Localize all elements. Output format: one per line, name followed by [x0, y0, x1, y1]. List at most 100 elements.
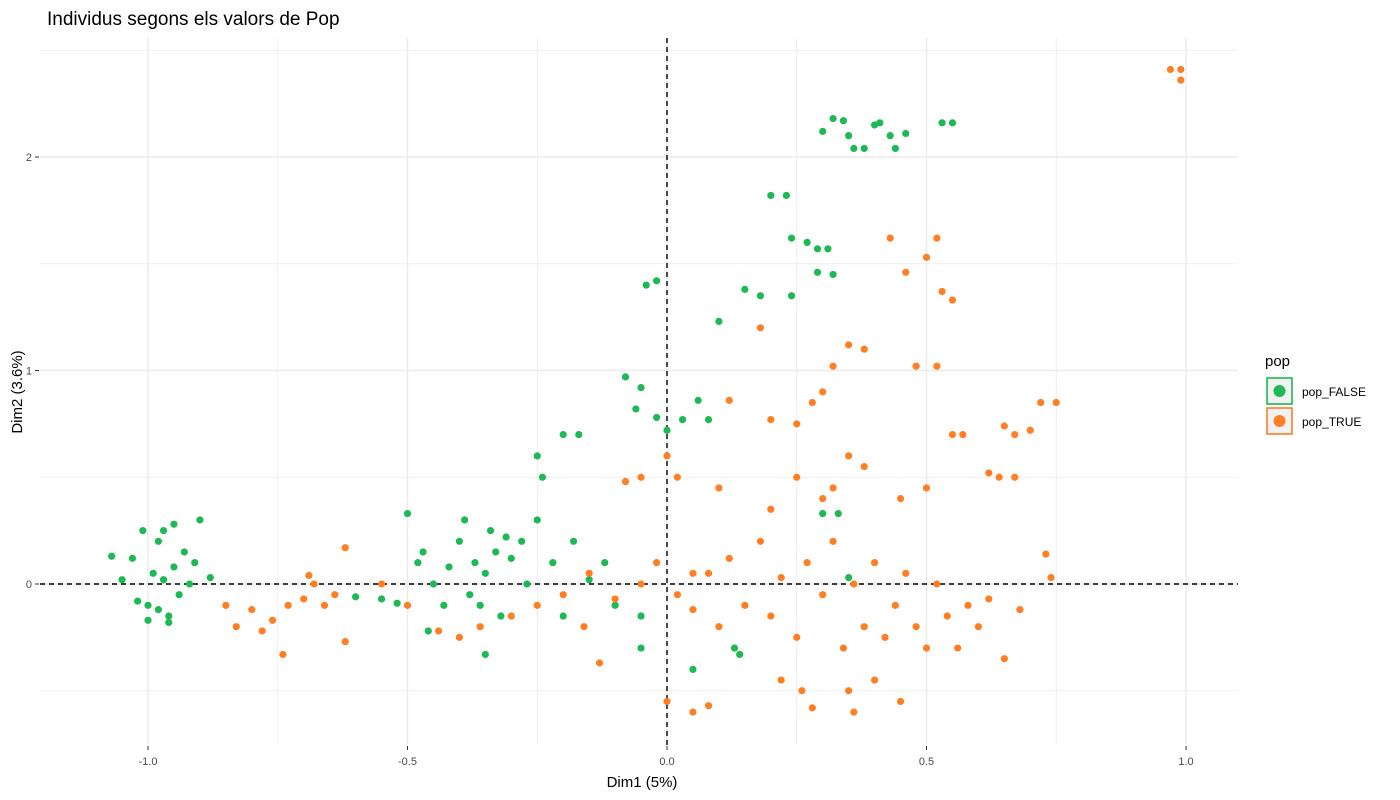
- data-point: [637, 612, 645, 620]
- data-point: [730, 644, 739, 652]
- data-point: [829, 270, 837, 279]
- data-point: [429, 580, 438, 588]
- data-point: [886, 132, 894, 140]
- data-point: [377, 580, 386, 588]
- data-point: [575, 430, 583, 439]
- data-point: [886, 234, 894, 242]
- data-point: [787, 234, 796, 242]
- data-point: [829, 114, 837, 123]
- data-point: [154, 537, 162, 545]
- data-point: [518, 537, 526, 545]
- data-point: [222, 601, 230, 609]
- data-point: [637, 473, 645, 481]
- data-point: [611, 595, 619, 603]
- data-point: [284, 601, 292, 609]
- data-point: [922, 253, 931, 261]
- data-point: [787, 292, 796, 300]
- data-point: [601, 559, 609, 567]
- data-point: [922, 484, 931, 492]
- data-point: [948, 296, 957, 304]
- data-point: [871, 559, 879, 567]
- data-point: [232, 623, 240, 631]
- data-point: [933, 362, 941, 370]
- data-point: [352, 593, 360, 601]
- data-point: [881, 633, 889, 641]
- data-point: [964, 601, 972, 609]
- data-point: [741, 285, 749, 293]
- x-tick-label: 0.5: [919, 756, 934, 768]
- data-point: [523, 580, 531, 588]
- data-point: [611, 601, 619, 609]
- data-point: [481, 569, 489, 577]
- data-point: [403, 509, 412, 518]
- data-point: [455, 537, 463, 545]
- data-point: [377, 595, 386, 603]
- data-point: [492, 548, 500, 556]
- data-point: [850, 708, 858, 716]
- data-point: [938, 287, 946, 296]
- data-point: [445, 563, 453, 571]
- data-point: [741, 601, 749, 609]
- data-point: [175, 591, 183, 599]
- data-point: [424, 627, 432, 635]
- data-point: [637, 383, 645, 392]
- data-point: [933, 580, 941, 588]
- data-point: [715, 484, 723, 492]
- data-point: [1000, 655, 1008, 663]
- data-point: [803, 559, 811, 567]
- data-point: [180, 548, 188, 556]
- data-point: [1177, 65, 1185, 74]
- data-point: [165, 618, 173, 627]
- y-tick-label: 1: [26, 366, 32, 378]
- data-point: [736, 650, 744, 659]
- data-point: [808, 704, 816, 712]
- data-point: [694, 396, 702, 404]
- data-point: [767, 612, 775, 620]
- data-point: [585, 569, 593, 577]
- data-point: [471, 559, 479, 567]
- data-point: [595, 659, 604, 667]
- data-point: [466, 591, 474, 599]
- data-point: [891, 144, 899, 153]
- data-point: [653, 559, 661, 567]
- data-point: [725, 396, 733, 404]
- data-point: [455, 633, 463, 641]
- data-point: [118, 576, 126, 584]
- data-point: [834, 509, 842, 518]
- data-point: [533, 601, 541, 609]
- data-point: [1011, 430, 1019, 439]
- points-layer: [108, 65, 1185, 716]
- data-point: [637, 644, 645, 652]
- data-point: [206, 573, 214, 582]
- x-axis: -1.0 -0.5 0.0 0.5 1.0: [139, 746, 1194, 768]
- data-point: [170, 563, 178, 571]
- data-point: [108, 552, 116, 560]
- data-point: [985, 469, 993, 477]
- data-point: [803, 238, 811, 246]
- data-point: [860, 462, 868, 471]
- data-point: [580, 623, 588, 631]
- data-point: [959, 430, 967, 439]
- data-point: [435, 627, 443, 635]
- data-point: [460, 516, 469, 524]
- data-point: [819, 388, 827, 396]
- data-point: [813, 245, 822, 253]
- legend: pop pop_FALSE pop_TRUE: [1265, 353, 1366, 435]
- data-point: [419, 548, 427, 556]
- data-point: [1000, 422, 1008, 430]
- data-point: [876, 119, 884, 127]
- data-point: [689, 606, 697, 614]
- data-point: [948, 119, 957, 127]
- data-point: [678, 416, 687, 424]
- data-point: [486, 527, 495, 535]
- data-point: [310, 580, 318, 588]
- legend-item: pop_TRUE: [1266, 407, 1361, 435]
- data-point: [502, 533, 510, 541]
- data-point: [1047, 573, 1055, 582]
- data-point: [559, 612, 567, 620]
- data-point: [995, 473, 1003, 481]
- data-point: [839, 117, 848, 125]
- data-point: [1016, 606, 1024, 614]
- y-axis-title: Dim2 (3.6%): [9, 350, 26, 433]
